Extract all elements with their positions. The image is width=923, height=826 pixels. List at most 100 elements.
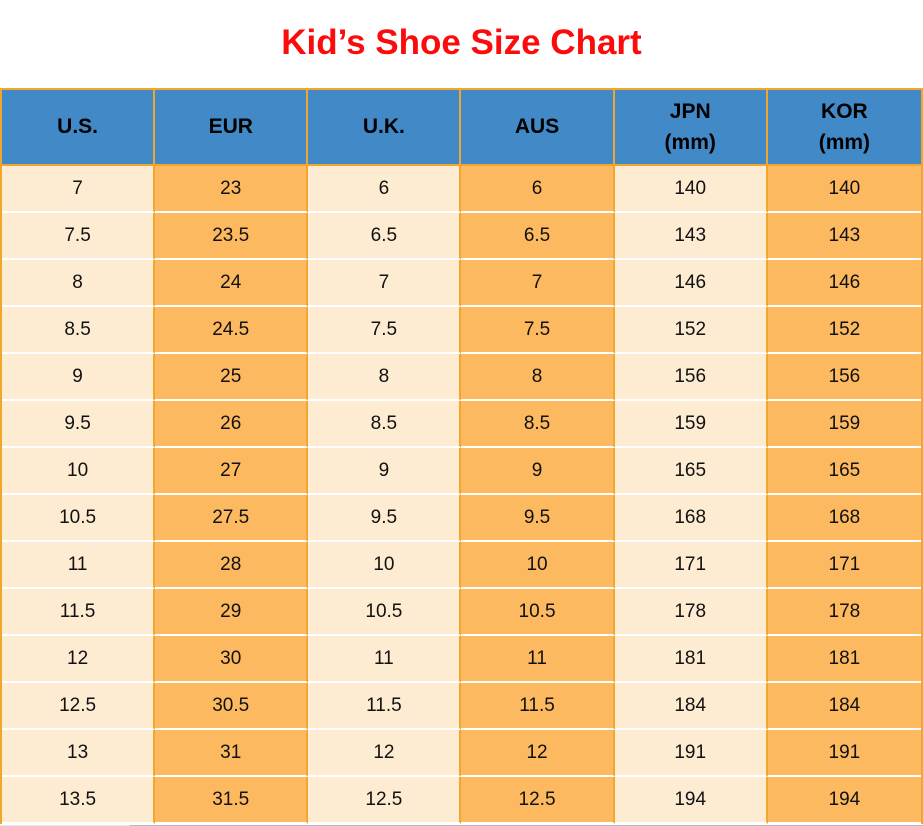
size-cell: 8.5 bbox=[308, 401, 462, 448]
size-cell: 171 bbox=[767, 542, 921, 589]
size-cell: 143 bbox=[614, 213, 768, 260]
column-header-label: EUR bbox=[208, 115, 253, 139]
size-cell: 159 bbox=[614, 401, 768, 448]
column-header-unit: (mm) bbox=[818, 131, 871, 154]
size-cell: 6.5 bbox=[308, 213, 462, 260]
size-cell: 10.5 bbox=[461, 589, 615, 636]
page-title: Kid’s Shoe Size Chart bbox=[281, 23, 642, 62]
column-header-jpn: JPN (mm) bbox=[614, 90, 768, 166]
size-cell: 31.5 bbox=[155, 777, 309, 824]
size-cell: 152 bbox=[767, 307, 921, 354]
table-row: 7 23 6 6 140 140 bbox=[2, 166, 921, 213]
size-cell: 13 bbox=[2, 730, 156, 777]
column-header-kor: KOR (mm) bbox=[767, 90, 921, 166]
size-cell: 159 bbox=[767, 401, 921, 448]
size-cell: 8 bbox=[461, 354, 615, 401]
size-cell: 9.5 bbox=[461, 495, 615, 542]
table-row: 13 31 12 12 191 191 bbox=[2, 730, 921, 777]
table-row: 8.5 24.5 7.5 7.5 152 152 bbox=[2, 307, 921, 354]
size-cell: 11.5 bbox=[308, 683, 462, 730]
table-header: U.S. EUR U.K. AUS JPN (mm) KOR (mm) bbox=[2, 90, 921, 166]
size-cell: 24 bbox=[155, 260, 309, 307]
size-cell: 9 bbox=[2, 354, 156, 401]
size-cell: 7.5 bbox=[308, 307, 462, 354]
table-row: 13.5 31.5 12.5 12.5 194 194 bbox=[2, 777, 921, 824]
size-cell: 9 bbox=[308, 448, 462, 495]
size-cell: 11 bbox=[2, 542, 156, 589]
size-cell: 8 bbox=[308, 354, 462, 401]
column-header-eur: EUR bbox=[155, 90, 309, 166]
table-body: 7 23 6 6 140 140 7.5 23.5 6.5 6.5 143 143 8 24 7 7 146 14… bbox=[2, 166, 921, 824]
size-cell: 156 bbox=[614, 354, 768, 401]
size-cell: 27.5 bbox=[155, 495, 309, 542]
size-cell: 13.5 bbox=[2, 777, 156, 824]
size-cell: 31 bbox=[155, 730, 309, 777]
size-cell: 184 bbox=[614, 683, 768, 730]
size-cell: 7 bbox=[308, 260, 462, 307]
shoe-size-table: U.S. EUR U.K. AUS JPN (mm) KOR (mm) 7 23 6 6 140 140… bbox=[0, 88, 923, 824]
size-cell: 191 bbox=[767, 730, 921, 777]
size-cell: 6.5 bbox=[461, 213, 615, 260]
column-header-uk: U.K. bbox=[308, 90, 462, 166]
size-cell: 7 bbox=[2, 166, 156, 213]
size-cell: 9.5 bbox=[2, 401, 156, 448]
size-cell: 26 bbox=[155, 401, 309, 448]
size-cell: 7.5 bbox=[461, 307, 615, 354]
column-header-label: JPN bbox=[669, 99, 711, 123]
table-row: 12 30 11 11 181 181 bbox=[2, 636, 921, 683]
table-row: 11 28 10 10 171 171 bbox=[2, 542, 921, 589]
size-cell: 24.5 bbox=[155, 307, 309, 354]
size-cell: 12.5 bbox=[461, 777, 615, 824]
table-row: 11.5 29 10.5 10.5 178 178 bbox=[2, 589, 921, 636]
table-row: 8 24 7 7 146 146 bbox=[2, 260, 921, 307]
size-cell: 6 bbox=[308, 166, 462, 213]
size-cell: 7 bbox=[461, 260, 615, 307]
size-cell: 11.5 bbox=[461, 683, 615, 730]
size-cell: 11 bbox=[461, 636, 615, 683]
size-cell: 12.5 bbox=[2, 683, 156, 730]
size-cell: 171 bbox=[614, 542, 768, 589]
size-cell: 165 bbox=[614, 448, 768, 495]
size-cell: 9.5 bbox=[308, 495, 462, 542]
table-row: 9.5 26 8.5 8.5 159 159 bbox=[2, 401, 921, 448]
size-cell: 10 bbox=[308, 542, 462, 589]
size-cell: 178 bbox=[767, 589, 921, 636]
size-cell: 28 bbox=[155, 542, 309, 589]
size-cell: 23.5 bbox=[155, 213, 309, 260]
size-cell: 184 bbox=[767, 683, 921, 730]
column-header-label: KOR bbox=[821, 99, 868, 123]
size-cell: 12 bbox=[461, 730, 615, 777]
size-cell: 12 bbox=[2, 636, 156, 683]
size-cell: 12 bbox=[308, 730, 462, 777]
column-header-label: U.K. bbox=[362, 115, 405, 139]
size-cell: 8.5 bbox=[2, 307, 156, 354]
table-row: 9 25 8 8 156 156 bbox=[2, 354, 921, 401]
size-cell: 29 bbox=[155, 589, 309, 636]
header-row: U.S. EUR U.K. AUS JPN (mm) KOR (mm) bbox=[2, 90, 921, 166]
size-cell: 11.5 bbox=[2, 589, 156, 636]
size-cell: 9 bbox=[461, 448, 615, 495]
column-header-label: U.S. bbox=[57, 115, 98, 139]
size-cell: 11 bbox=[308, 636, 462, 683]
size-cell: 178 bbox=[614, 589, 768, 636]
size-cell: 8.5 bbox=[461, 401, 615, 448]
size-cell: 27 bbox=[155, 448, 309, 495]
size-cell: 8 bbox=[2, 260, 156, 307]
size-cell: 181 bbox=[614, 636, 768, 683]
column-header-aus: AUS bbox=[461, 90, 615, 166]
size-cell: 140 bbox=[614, 166, 768, 213]
size-cell: 10.5 bbox=[2, 495, 156, 542]
size-cell: 10.5 bbox=[308, 589, 462, 636]
size-cell: 143 bbox=[767, 213, 921, 260]
size-cell: 7.5 bbox=[2, 213, 156, 260]
table-row: 10.5 27.5 9.5 9.5 168 168 bbox=[2, 495, 921, 542]
size-cell: 152 bbox=[614, 307, 768, 354]
size-cell: 168 bbox=[767, 495, 921, 542]
size-cell: 194 bbox=[767, 777, 921, 824]
table-row: 10 27 9 9 165 165 bbox=[2, 448, 921, 495]
size-cell: 10 bbox=[2, 448, 156, 495]
size-cell: 6 bbox=[461, 166, 615, 213]
column-header-us: U.S. bbox=[2, 90, 156, 166]
size-cell: 146 bbox=[767, 260, 921, 307]
